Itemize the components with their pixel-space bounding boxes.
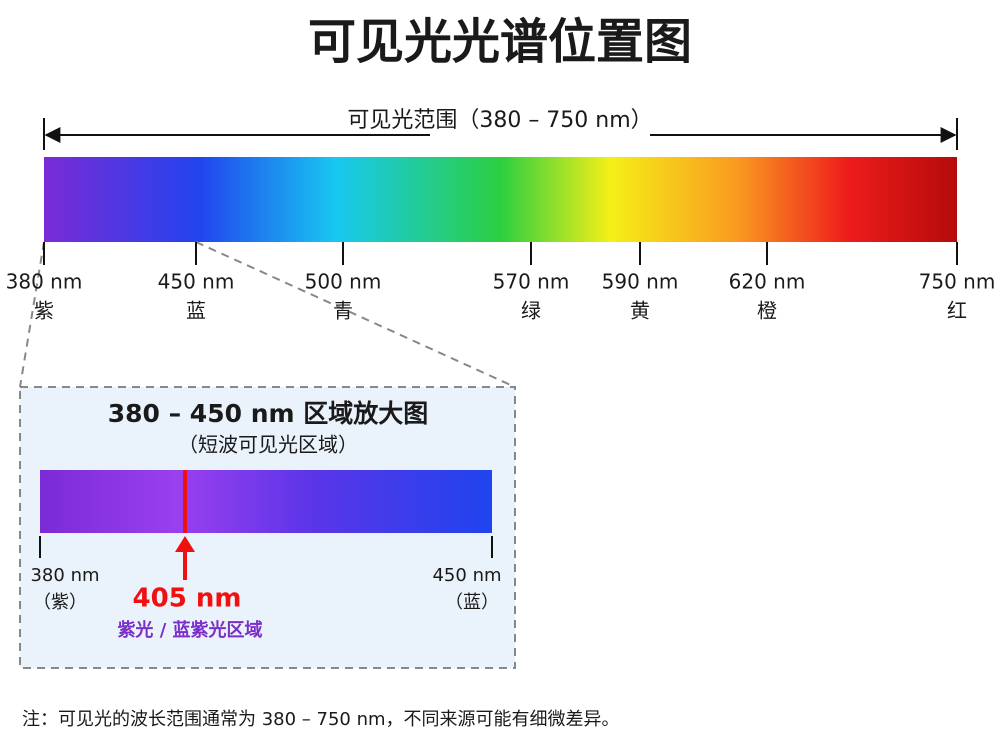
color-name: 黄 [630,299,650,323]
range-label: 可见光范围（380 – 750 nm） [347,108,652,133]
title: 可见光光谱位置图 [308,14,692,70]
color-name: 紫 [34,299,54,323]
zoom-title: 380 – 450 nm 区域放大图 [108,399,429,428]
marker-label: 405 nm [133,584,242,614]
label-bg [430,120,650,146]
marker-arrowhead [175,536,195,552]
marker-note: 紫光 / 蓝紫光区域 [117,619,262,641]
zoom-left-color: （紫） [33,592,87,613]
zoom-right-label: 450 nm [432,565,501,586]
spectrum-bar [44,157,957,242]
color-name: 青 [333,299,353,323]
footnote: 注：可见光的波长范围通常为 380 – 750 nm，不同来源可能有细微差异。 [22,709,620,730]
zoom-guide [19,241,45,388]
zoom-right-color: （蓝） [445,592,499,613]
tick-label: 380 nm [6,270,83,294]
zoom-guide [195,241,516,388]
tick-label: 590 nm [602,270,679,294]
tick-label: 620 nm [729,270,806,294]
zoom-bar [40,470,492,533]
tick-label: 500 nm [305,270,382,294]
color-name: 红 [947,299,967,323]
color-name: 蓝 [186,299,206,323]
color-name: 绿 [521,299,541,323]
zoom-left-label: 380 nm [30,565,99,586]
tick-label: 450 nm [158,270,235,294]
zoom-subtitle: （短波可见光区域） [178,433,358,457]
tick-label: 750 nm [919,270,996,294]
spectrum-ticks: 380 nm 紫 450 nm 蓝 500 nm 青 570 nm 绿 590 nm 黄 620 n… [6,242,996,323]
tick-label: 570 nm [493,270,570,294]
color-name: 橙 [757,299,777,323]
